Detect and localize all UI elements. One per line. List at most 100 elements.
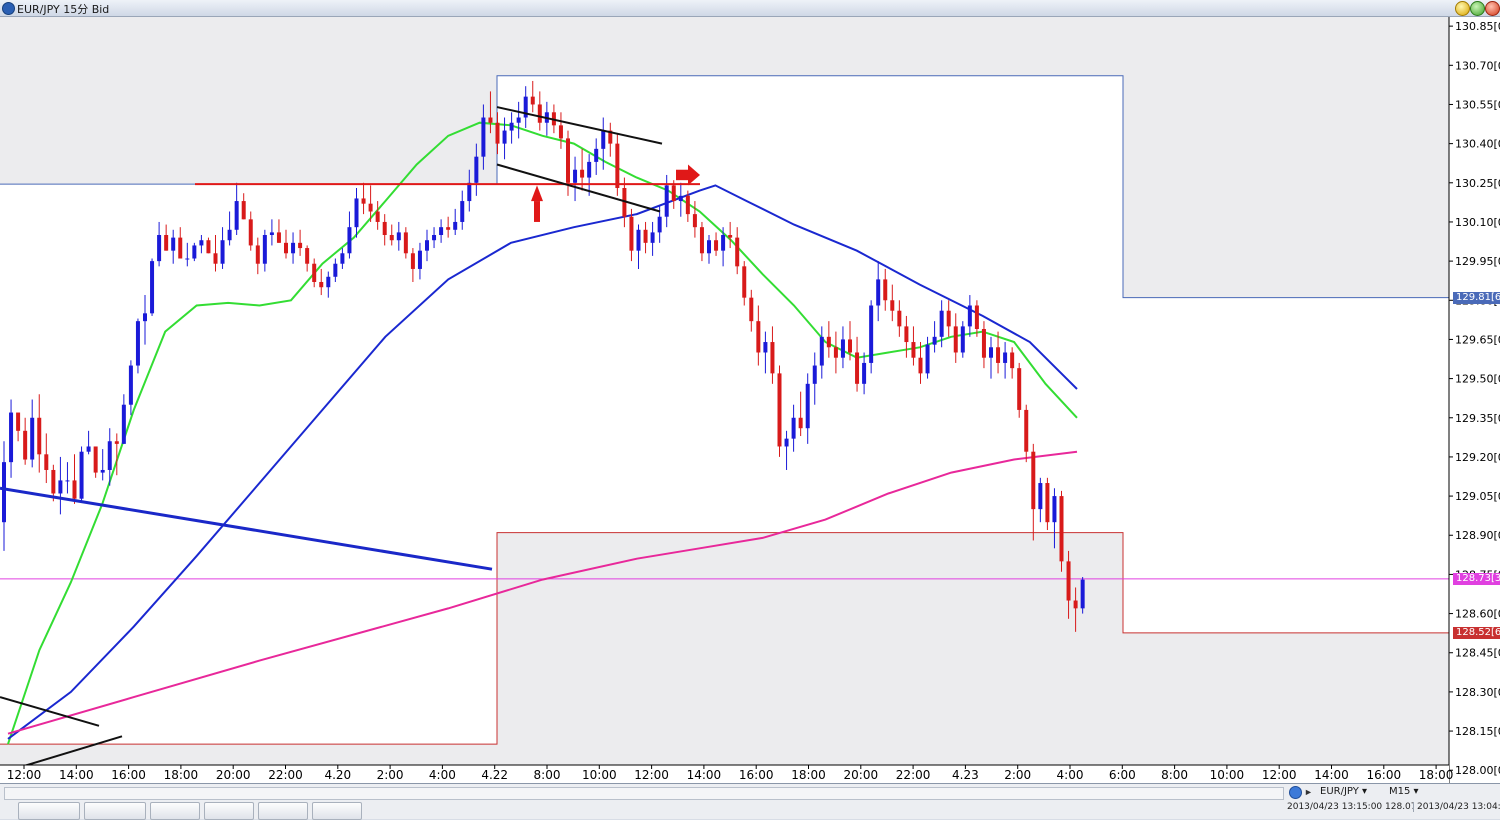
candle-body (671, 185, 676, 202)
candle-body (227, 229, 232, 241)
candle-body (1052, 496, 1057, 523)
candle-body (248, 219, 253, 246)
candle-body (446, 227, 451, 230)
price-axis-label: 128.45[0 (1455, 647, 1500, 660)
candle-body (855, 352, 860, 384)
candle-body (467, 182, 472, 202)
ma-long-line (7, 450, 1078, 735)
candle-body (432, 235, 437, 241)
taskbar-tab[interactable] (84, 802, 146, 820)
time-axis-label: 18:00 (791, 768, 826, 782)
period-select[interactable]: M15 ▾ (1389, 786, 1419, 797)
candle-body (128, 365, 133, 405)
candle-body (805, 383, 810, 429)
candle-body (911, 342, 916, 358)
candlestick-chart[interactable]: 130.85[0 130.70[0 130.55[0 130.40[0 130.25[0… (0, 17, 1500, 783)
taskbar-tab[interactable] (18, 802, 80, 820)
candle-body (615, 143, 620, 189)
candle-body (840, 339, 845, 358)
candle-body (573, 169, 578, 183)
candle-body (262, 235, 267, 264)
candle-body (488, 117, 493, 123)
candle-body (960, 326, 965, 353)
chart-scroll-row: ► EUR/JPY ▾ M15 ▾ (0, 785, 1500, 800)
candle-body (375, 211, 380, 222)
candle-body (904, 326, 909, 343)
candle-body (298, 242, 303, 249)
box-high-price-tag: 129.81[6 (1453, 291, 1500, 304)
chart-scrollbar[interactable] (4, 787, 1284, 800)
time-axis-panel (0, 765, 1449, 783)
candle-body (664, 185, 669, 217)
candle-body (721, 235, 726, 251)
candle-body (650, 232, 655, 243)
symbol-select[interactable]: EUR/JPY ▾ (1320, 786, 1368, 797)
candle-body (1024, 409, 1029, 452)
taskbar-tab[interactable] (258, 802, 308, 820)
cursor-info: 2013/04/23 13:15:00 128.07[9] (1287, 802, 1414, 812)
candle-body (396, 232, 401, 241)
time-axis-label: 6:00 (1109, 768, 1136, 782)
candle-body (121, 404, 126, 444)
candle-body (1073, 600, 1078, 609)
channel-lower-line (496, 163, 661, 213)
scroll-right-icon[interactable]: ► (1304, 787, 1313, 797)
candle-body (812, 365, 817, 384)
candle-body (305, 248, 310, 264)
candle-body (1059, 496, 1064, 562)
candle-body (2, 462, 6, 523)
taskbar-tab[interactable] (312, 802, 362, 820)
candle-body (587, 161, 592, 178)
candle-body (692, 214, 697, 228)
time-axis-label: 18:00 (1419, 768, 1454, 782)
candle-body (114, 441, 119, 444)
candle-body (58, 480, 63, 494)
channel-upper-line (496, 106, 663, 145)
candle-body (685, 195, 690, 215)
candle-body (699, 227, 704, 254)
candle-body (601, 130, 606, 149)
candle-body (735, 237, 740, 267)
taskbar-tabs (0, 800, 400, 820)
candle-body (495, 122, 500, 144)
downtrend-line (0, 486, 493, 571)
price-axis-label: 130.40[0 (1455, 138, 1500, 151)
candle-body (918, 357, 923, 374)
candle-body (100, 469, 105, 473)
time-axis-label: 16:00 (739, 768, 774, 782)
candle-body (862, 362, 867, 384)
lower-left-line (0, 696, 100, 727)
candle-body (749, 297, 754, 322)
candle-body (848, 339, 852, 353)
candle-body (869, 305, 874, 363)
price-axis-label: 130.25[0 (1455, 177, 1500, 190)
candle-body (770, 342, 775, 374)
candle-body (234, 201, 239, 230)
app-icon (2, 2, 15, 15)
candle-body (185, 258, 190, 260)
time-axis-label: 10:00 (1210, 768, 1245, 782)
candle-body (269, 232, 274, 236)
minimize-button[interactable] (1455, 1, 1470, 16)
candle-body (530, 96, 535, 105)
candle-body (241, 201, 246, 220)
candle-body (876, 279, 881, 306)
candle-body (523, 96, 528, 118)
time-axis-label: 8:00 (1161, 768, 1188, 782)
candle-body (967, 305, 972, 327)
window-title: EUR/JPY 15分 Bid (17, 3, 110, 16)
candle-body (319, 281, 324, 288)
chart-area[interactable]: 130.85[0 130.70[0 130.55[0 130.40[0 130.25[0… (0, 17, 1500, 783)
right-arrow-icon (688, 164, 700, 186)
taskbar-tab[interactable] (150, 802, 200, 820)
taskbar-tab[interactable] (204, 802, 254, 820)
clock-icon[interactable] (1289, 786, 1302, 799)
title-bar: EUR/JPY 15分 Bid (0, 0, 1500, 17)
candle-body (629, 216, 634, 251)
price-axis-panel (1449, 17, 1500, 783)
candle-body (135, 321, 140, 366)
candle-body (580, 169, 585, 178)
maximize-button[interactable] (1470, 1, 1485, 16)
candle-body (833, 347, 838, 358)
close-button[interactable] (1485, 1, 1500, 16)
